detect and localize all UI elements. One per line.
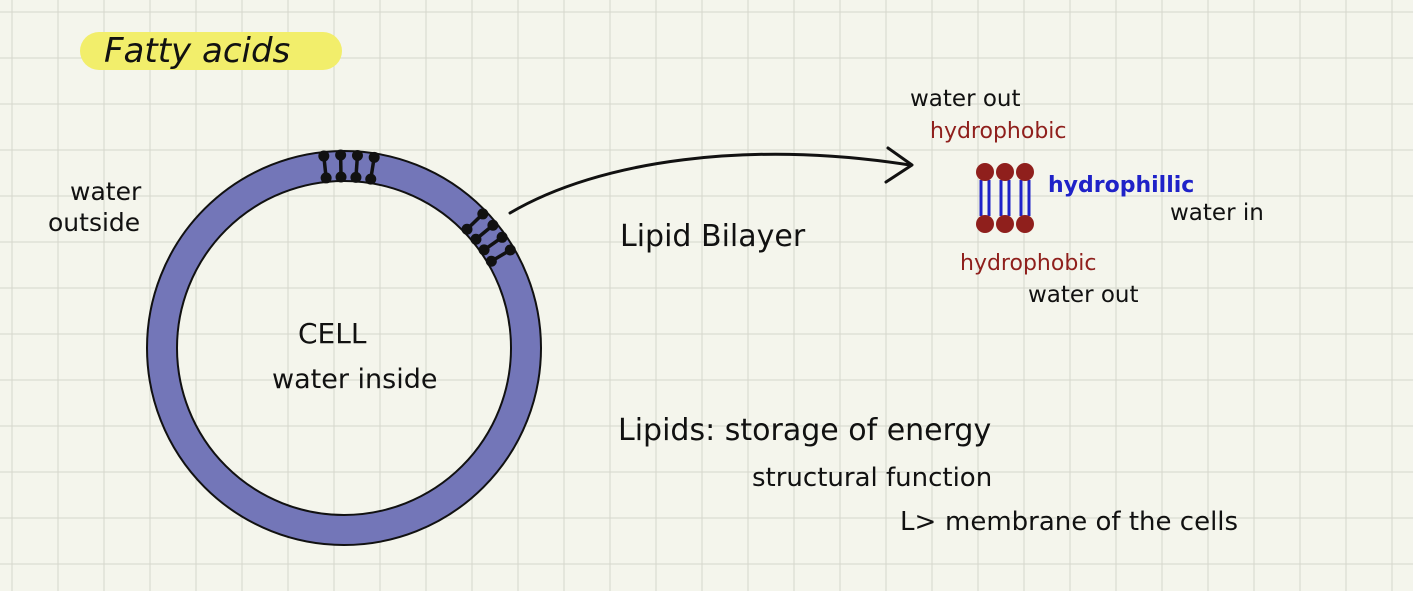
page-title: Fatty acids — [104, 31, 290, 71]
cell-inside-label: water inside — [272, 364, 437, 395]
lipid-head — [368, 151, 380, 163]
zoom-arrow — [508, 152, 912, 215]
lipid-head — [320, 172, 332, 184]
bilayer-bottom-hydrophobic-label: hydrophobic — [960, 251, 1097, 276]
lipid-head — [477, 208, 489, 220]
zoom-arrow-head — [884, 146, 914, 184]
bilayer-head-top — [976, 163, 994, 181]
lipid-head — [470, 233, 482, 245]
lipid-head — [335, 149, 347, 161]
notes-line-3-arrow: L> — [900, 507, 936, 537]
bilayer-head-top — [1016, 163, 1034, 181]
lipid-head — [365, 173, 377, 185]
notes-line-3: membrane of the cells — [945, 507, 1238, 537]
cell-diagram — [146, 149, 542, 546]
lipid-head — [351, 149, 363, 161]
membrane-lipid-molecules — [318, 149, 516, 267]
lipid-head — [496, 231, 508, 243]
lipid-head — [461, 223, 473, 235]
cell-outside-label-line1: water — [70, 177, 142, 206]
lipid-head — [487, 219, 499, 231]
bilayer-head-top — [996, 163, 1014, 181]
bilayer-head-bottom — [996, 215, 1014, 233]
bilayer-top-hydrophobic-label: hydrophobic — [930, 119, 1067, 144]
lipid-head — [485, 255, 497, 267]
notes-line-2: structural function — [752, 463, 992, 493]
notes-line-1: Lipids: storage of energy — [618, 413, 991, 448]
lipid-head — [478, 244, 490, 256]
bilayer-bottom-water-label: water out — [1028, 282, 1139, 308]
lipid-head — [335, 171, 347, 183]
cell-outside-label-line2: outside — [48, 208, 140, 237]
lipid-head — [504, 244, 516, 256]
bilayer-molecules — [976, 163, 1034, 233]
bilayer-hydrophilic-label: hydrophillic — [1048, 173, 1194, 198]
cell-label: CELL — [298, 317, 367, 350]
bilayer-water-in-label: water in — [1170, 200, 1264, 226]
bilayer-top-water-label: water out — [910, 86, 1021, 112]
bilayer-head-bottom — [1016, 215, 1034, 233]
bilayer-head-bottom — [976, 215, 994, 233]
title-highlight — [80, 32, 342, 70]
lipid-bilayer-label: Lipid Bilayer — [620, 219, 806, 254]
lipid-head — [350, 171, 362, 183]
lipid-head — [318, 150, 330, 162]
cell-membrane — [147, 151, 541, 545]
